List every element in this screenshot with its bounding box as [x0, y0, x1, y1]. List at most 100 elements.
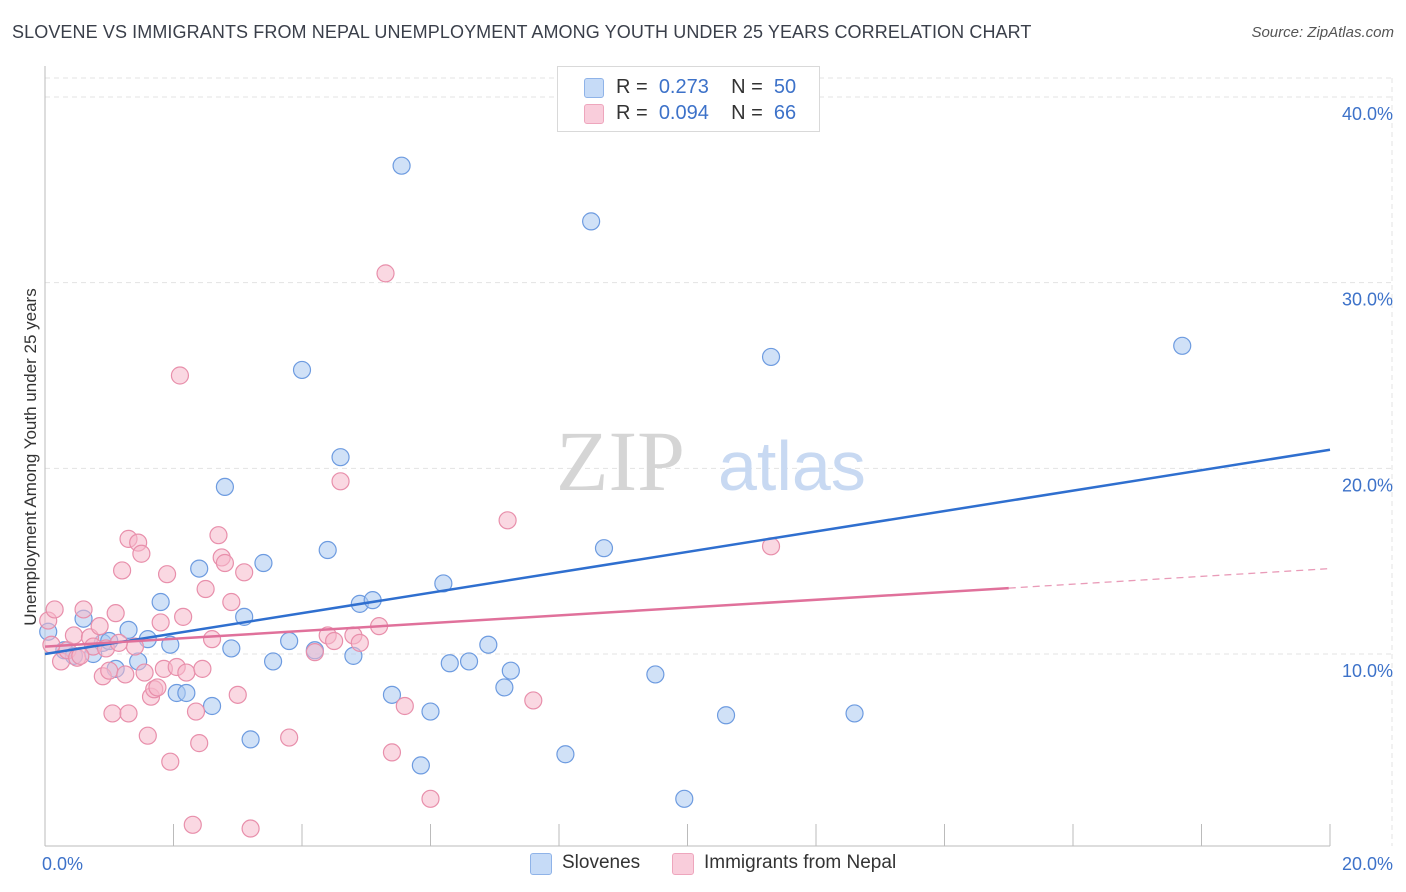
trend-lines [44, 448, 1331, 656]
nepal-point [132, 544, 151, 563]
tick-labels: 10.0% 20.0% 30.0% 40.0% 0.0% 20.0% [42, 104, 1393, 874]
slovenes-point [440, 654, 459, 673]
slovenes-point [241, 730, 260, 749]
bottom-legend-swatch-nepal [672, 853, 694, 875]
y-tick-label: 10.0% [1342, 661, 1393, 681]
slovenes-point [318, 540, 337, 560]
nepal-point [135, 663, 154, 682]
nepal-point [151, 613, 170, 632]
bottom-legend-label: Immigrants from Nepal [704, 852, 897, 873]
grid-lines [45, 77, 1393, 846]
x-tick-label: 20.0% [1342, 854, 1393, 874]
nepal-point [45, 600, 64, 619]
legend-r-label: R = [616, 76, 648, 98]
nepal-point [395, 696, 414, 716]
slovenes-point [202, 696, 222, 716]
nepal-point [103, 704, 122, 723]
y-tick-label: 20.0% [1342, 475, 1393, 495]
slovenes-point [421, 702, 440, 721]
axes [44, 66, 1331, 847]
slovenes-point [190, 559, 209, 578]
nepal-point [331, 472, 350, 491]
nepal-point [350, 633, 369, 652]
slovenes-point [151, 592, 170, 612]
legend-n-value: 66 [773, 102, 797, 124]
slovenes-point [280, 631, 299, 651]
watermark-atlas: atlas [718, 427, 866, 505]
x-tick-label: 0.0% [42, 854, 83, 874]
slovenes-point [459, 652, 479, 671]
correlation-legend: R = 0.273 N = 50 R = 0.094 N = 66 [557, 66, 820, 132]
legend-swatch-slovenes [584, 78, 604, 98]
nepal-point [186, 702, 206, 721]
slovenes-point [646, 665, 665, 684]
y-tick-label: 40.0% [1342, 104, 1393, 124]
nepal-point [325, 631, 344, 651]
y-axis-label: Unemployment Among Youth under 25 years [21, 288, 40, 625]
nepal-point [228, 685, 247, 704]
slovenes-point [594, 539, 614, 558]
slovenes-point [215, 477, 234, 496]
nepal-point [161, 752, 180, 771]
nepal-point [106, 604, 125, 623]
nepal-point [148, 678, 167, 697]
nepal-point [64, 626, 84, 645]
nepal-point [116, 665, 135, 684]
nepal-point [174, 607, 193, 626]
watermark-zip: ZIP [556, 413, 685, 509]
nepal-point [498, 511, 517, 530]
slovenes-point [675, 789, 694, 808]
legend-n-value: 50 [773, 76, 797, 98]
nepal-point [202, 630, 222, 649]
nepal-point [196, 579, 215, 599]
chart-title: SLOVENE VS IMMIGRANTS FROM NEPAL UNEMPLO… [12, 22, 1032, 42]
data-points [39, 156, 1192, 838]
nepal-point [382, 743, 402, 762]
slovenes-point [254, 553, 273, 573]
nepal-point [209, 526, 228, 545]
legend-n-label: N = [731, 102, 763, 124]
nepal-point [190, 734, 209, 753]
y-tick-label: 30.0% [1342, 290, 1393, 310]
slovenes-point [177, 683, 196, 703]
slovenes-point [582, 212, 601, 231]
nepal-point [90, 617, 109, 636]
bottom-legend-label: Slovenes [562, 852, 641, 873]
slovenes-point [716, 706, 736, 725]
legend-r-value: 0.094 [658, 102, 709, 124]
nepal-point [177, 663, 196, 682]
nepal-point [421, 789, 440, 808]
slovenes-point [761, 347, 781, 367]
slovenes-point [845, 704, 864, 723]
slovenes-point [501, 661, 520, 680]
nepal-trend-extension [1008, 567, 1331, 589]
slovenes-point [479, 635, 498, 654]
nepal-trend-line [44, 586, 1009, 648]
slovenes-point [263, 652, 283, 671]
nepal-point [524, 691, 543, 710]
nepal-point [305, 643, 324, 662]
legend-swatch-nepal [584, 104, 604, 124]
slovenes-point [119, 620, 138, 639]
nepal-point [215, 553, 234, 573]
nepal-point [138, 726, 157, 745]
slovenes-point [331, 448, 350, 467]
nepal-point [170, 366, 190, 385]
nepal-point [157, 565, 177, 584]
nepal-point [193, 659, 212, 678]
legend-r-label: R = [616, 102, 648, 124]
nepal-point [74, 600, 93, 619]
legend-r-value: 0.273 [658, 76, 709, 98]
slovenes-point [411, 756, 430, 775]
slovenes-point [1173, 336, 1192, 355]
nepal-point [235, 563, 254, 582]
nepal-point [119, 704, 138, 723]
nepal-point [376, 264, 395, 283]
slovenes-point [382, 685, 402, 704]
nepal-point [183, 815, 202, 834]
slovenes-point [392, 156, 411, 175]
nepal-point [222, 592, 241, 612]
nepal-point [280, 728, 299, 747]
source-label: Source: ZipAtlas.com [1251, 24, 1394, 41]
